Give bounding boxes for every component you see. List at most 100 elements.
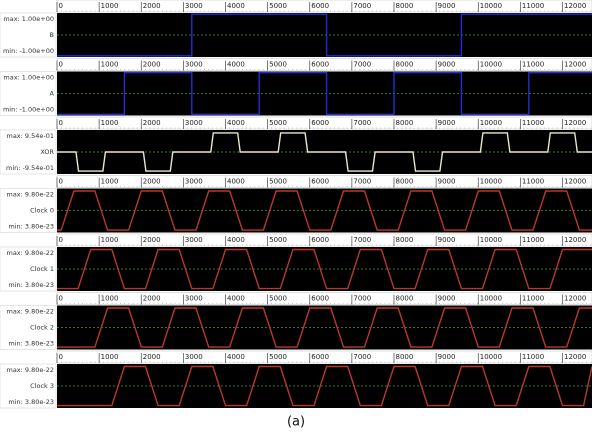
x-tick-label: 4000: [227, 295, 245, 303]
x-tick-label: 1000: [101, 236, 119, 244]
x-tick-label: 9000: [438, 178, 456, 186]
x-tick-label: 12000: [564, 295, 586, 303]
x-tick-label: 12000: [564, 178, 586, 186]
x-tick-label: 7000: [353, 61, 371, 69]
max-label: max: 1.00e+00: [3, 15, 54, 23]
x-tick-label: 6000: [311, 178, 329, 186]
min-label: min: -9.54e-01: [6, 164, 54, 172]
x-tick-label: 7000: [353, 236, 371, 244]
x-tick-label: 10000: [480, 61, 502, 69]
waveform: [57, 365, 592, 407]
x-tick-label: 5000: [269, 295, 287, 303]
trace-name: Clock 3: [30, 382, 54, 390]
x-tick-label: 5000: [269, 236, 287, 244]
trace-name: Clock 1: [30, 265, 54, 273]
x-tick-label: 2000: [143, 295, 161, 303]
x-tick-label: 8000: [396, 178, 414, 186]
x-tick-label: 2000: [143, 2, 161, 10]
x-tick-label: 7000: [353, 353, 371, 361]
x-tick-label: 4000: [227, 2, 245, 10]
waveform: [57, 307, 592, 348]
x-tick-label: 7000: [353, 295, 371, 303]
min-label: min: 3.80e-23: [8, 398, 54, 406]
x-tick-label: 5000: [269, 353, 287, 361]
x-tick-label: 11000: [522, 295, 544, 303]
x-tick-label: 1000: [101, 61, 119, 69]
x-tick-label: 4000: [227, 119, 245, 127]
x-tick-label: 6000: [311, 353, 329, 361]
x-tick-label: 10000: [480, 353, 502, 361]
x-tick-label: 6000: [311, 119, 329, 127]
x-tick-label: 3000: [185, 236, 203, 244]
x-tick-label: 12000: [564, 119, 586, 127]
x-tick-label: 8000: [396, 353, 414, 361]
min-label: min: 3.80e-23: [8, 223, 54, 231]
max-label: max: 1.00e+00: [3, 74, 54, 82]
label-box: [0, 71, 57, 116]
x-tick-label: 7000: [353, 2, 371, 10]
x-tick-label: 8000: [396, 2, 414, 10]
x-tick-label: 12000: [564, 61, 586, 69]
x-tick-label: 5000: [269, 61, 287, 69]
x-tick-label: 11000: [522, 2, 544, 10]
label-box: [0, 246, 57, 292]
x-tick-label: 4000: [227, 61, 245, 69]
x-tick-label: 5000: [269, 119, 287, 127]
x-tick-label: 9000: [438, 236, 456, 244]
x-tick-label: 9000: [438, 295, 456, 303]
max-label: max: 9.80e-22: [6, 308, 54, 316]
x-tick-label: 3000: [185, 2, 203, 10]
caption: (a): [287, 415, 305, 430]
x-tick-label: 10000: [480, 295, 502, 303]
x-tick-label: 1000: [101, 2, 119, 10]
trace-name: B: [50, 31, 54, 39]
x-tick-label: 12000: [564, 353, 586, 361]
x-tick-label: 6000: [311, 295, 329, 303]
x-tick-label: 9000: [438, 119, 456, 127]
x-tick-label: 11000: [522, 353, 544, 361]
x-tick-label: 5000: [269, 2, 287, 10]
x-tick-label: 1000: [101, 353, 119, 361]
x-tick-label: 9000: [438, 61, 456, 69]
x-tick-label: 3000: [185, 178, 203, 186]
x-tick-label: 11000: [522, 119, 544, 127]
x-tick-label: 4000: [227, 236, 245, 244]
waveform: [57, 132, 592, 172]
label-box: [0, 188, 57, 233]
label-box: [0, 12, 57, 58]
x-tick-label: 12000: [564, 236, 586, 244]
x-tick-label: 2000: [143, 178, 161, 186]
x-tick-label: 0: [59, 2, 63, 10]
x-tick-label: 6000: [311, 2, 329, 10]
trace-name: A: [50, 90, 55, 98]
x-tick-label: 7000: [353, 178, 371, 186]
x-tick-label: 2000: [143, 61, 161, 69]
x-tick-label: 8000: [396, 61, 414, 69]
waveform: [57, 190, 592, 231]
x-tick-label: 11000: [522, 236, 544, 244]
max-label: max: 9.80e-22: [6, 191, 54, 199]
min-label: min: 3.80e-23: [8, 281, 54, 289]
x-tick-label: 10000: [480, 119, 502, 127]
min-label: min: -1.00e+00: [3, 47, 54, 55]
x-tick-label: 11000: [522, 61, 544, 69]
x-tick-label: 6000: [311, 236, 329, 244]
x-tick-label: 0: [59, 353, 63, 361]
x-tick-label: 0: [59, 61, 63, 69]
x-tick-label: 6000: [311, 61, 329, 69]
x-tick-label: 3000: [185, 61, 203, 69]
x-tick-label: 9000: [438, 353, 456, 361]
x-tick-label: 2000: [143, 119, 161, 127]
x-tick-label: 1000: [101, 295, 119, 303]
x-tick-label: 7000: [353, 119, 371, 127]
x-tick-label: 1000: [101, 178, 119, 186]
x-tick-label: 12000: [564, 2, 586, 10]
label-box: [0, 305, 57, 350]
min-label: min: 3.80e-23: [8, 340, 54, 348]
trace-name: Clock 0: [30, 207, 54, 215]
x-tick-label: 0: [59, 119, 63, 127]
x-tick-label: 3000: [185, 353, 203, 361]
min-label: min: -1.00e+00: [3, 106, 54, 114]
x-tick-label: 10000: [480, 178, 502, 186]
